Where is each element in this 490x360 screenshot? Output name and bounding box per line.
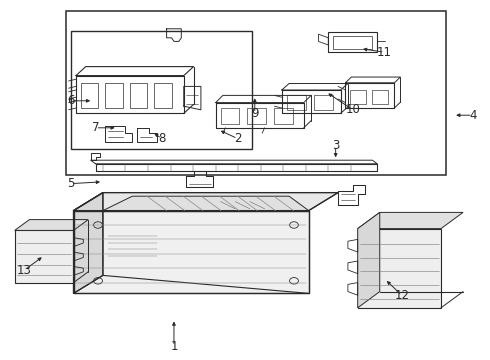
Polygon shape xyxy=(15,230,74,283)
Bar xyxy=(71,31,252,149)
Bar xyxy=(220,108,239,124)
Text: 11: 11 xyxy=(377,46,392,59)
Bar xyxy=(247,108,266,124)
Polygon shape xyxy=(74,193,338,211)
Text: 2: 2 xyxy=(234,132,242,145)
Text: 10: 10 xyxy=(345,103,360,116)
Bar xyxy=(130,83,147,108)
Text: 5: 5 xyxy=(67,177,75,190)
Bar xyxy=(314,95,333,110)
Text: 8: 8 xyxy=(158,132,166,145)
Polygon shape xyxy=(103,196,309,211)
Bar xyxy=(81,83,98,108)
Bar xyxy=(328,32,377,52)
Polygon shape xyxy=(358,212,380,308)
Text: 4: 4 xyxy=(469,109,477,122)
Polygon shape xyxy=(74,211,309,293)
Text: 3: 3 xyxy=(332,139,340,152)
Text: 9: 9 xyxy=(251,107,259,120)
Text: 12: 12 xyxy=(394,289,409,302)
Bar xyxy=(105,83,122,108)
Text: 7: 7 xyxy=(92,121,99,134)
Polygon shape xyxy=(74,193,103,293)
Text: 13: 13 xyxy=(17,264,32,276)
Bar xyxy=(154,83,171,108)
Bar xyxy=(274,108,293,124)
Polygon shape xyxy=(358,229,441,308)
Bar xyxy=(333,36,372,49)
Polygon shape xyxy=(358,212,463,229)
Polygon shape xyxy=(15,220,88,230)
Bar xyxy=(66,11,446,175)
Text: 1: 1 xyxy=(170,340,178,353)
Text: 6: 6 xyxy=(67,94,75,107)
Bar xyxy=(372,90,388,104)
Bar xyxy=(287,95,306,110)
Bar xyxy=(350,90,366,104)
